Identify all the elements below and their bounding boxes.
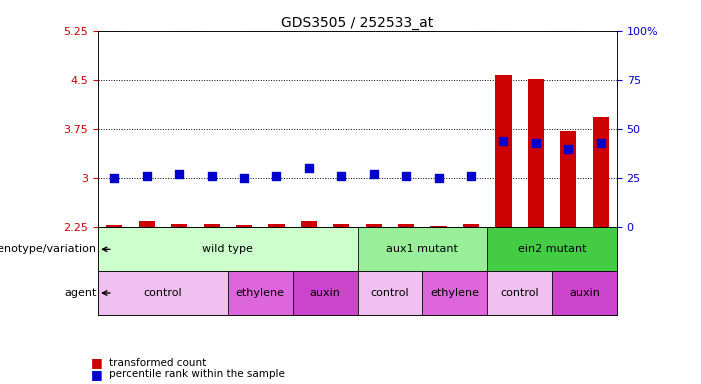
Bar	[560, 131, 576, 227]
Bar	[552, 271, 617, 315]
Text: control: control	[501, 288, 539, 298]
Bar	[171, 223, 187, 227]
Point	[141, 173, 152, 179]
Bar	[268, 223, 285, 227]
Point	[433, 175, 444, 181]
Point	[595, 140, 606, 146]
Bar	[236, 225, 252, 227]
Text: ethylene: ethylene	[430, 288, 479, 298]
Text: control: control	[371, 288, 409, 298]
Bar	[107, 225, 123, 227]
Text: genotype/variation: genotype/variation	[0, 244, 97, 254]
Point	[109, 175, 120, 181]
Bar	[496, 75, 512, 227]
Point	[174, 171, 185, 177]
Text: auxin: auxin	[569, 288, 600, 298]
Bar	[422, 271, 487, 315]
Point	[530, 140, 541, 146]
Bar	[398, 223, 414, 227]
Point	[368, 171, 379, 177]
Bar	[366, 224, 382, 227]
Bar	[301, 221, 317, 227]
Bar	[203, 224, 219, 227]
Bar	[333, 223, 349, 227]
Bar	[139, 221, 155, 227]
Point	[238, 175, 250, 181]
Point	[206, 173, 217, 179]
Point	[465, 173, 477, 179]
Bar	[487, 271, 552, 315]
Point	[271, 173, 282, 179]
Text: ethylene: ethylene	[236, 288, 285, 298]
Text: ■: ■	[91, 356, 103, 369]
Bar	[487, 227, 617, 271]
Point	[563, 146, 574, 152]
Point	[336, 173, 347, 179]
Text: auxin: auxin	[310, 288, 341, 298]
Bar	[358, 227, 487, 271]
Text: percentile rank within the sample: percentile rank within the sample	[109, 369, 285, 379]
Text: ■: ■	[91, 368, 103, 381]
Text: ein2 mutant: ein2 mutant	[518, 244, 586, 254]
Point	[498, 138, 509, 144]
Text: wild type: wild type	[203, 244, 253, 254]
Bar	[430, 226, 447, 227]
Bar	[98, 271, 228, 315]
Bar	[293, 271, 358, 315]
Bar	[592, 117, 608, 227]
Point	[400, 173, 411, 179]
Text: transformed count: transformed count	[109, 358, 206, 368]
Bar	[528, 79, 544, 227]
Bar	[228, 271, 293, 315]
Bar	[358, 271, 422, 315]
Bar	[463, 224, 479, 227]
Text: aux1 mutant: aux1 mutant	[386, 244, 458, 254]
Bar	[98, 227, 358, 271]
Point	[304, 166, 315, 172]
Title: GDS3505 / 252533_at: GDS3505 / 252533_at	[281, 16, 434, 30]
Text: agent: agent	[64, 288, 97, 298]
Text: control: control	[144, 288, 182, 298]
